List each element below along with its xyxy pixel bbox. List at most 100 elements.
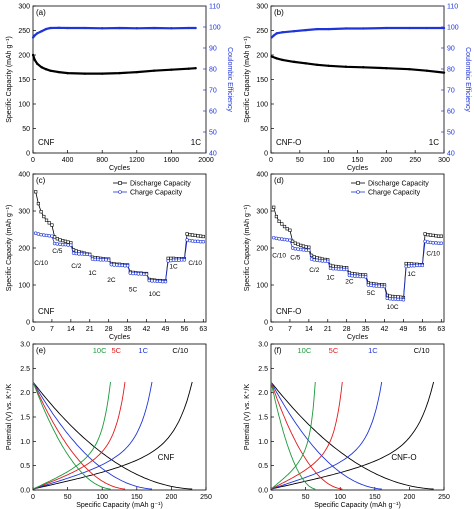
discharge-marker — [50, 223, 54, 227]
capacity-point — [315, 63, 319, 66]
y-tick-label: 3.0 — [20, 342, 30, 349]
rate-annotation: C/5 — [290, 254, 301, 261]
capacity-point — [442, 71, 446, 74]
y-tick-label: 100 — [18, 283, 30, 290]
y2-tick-label: 110 — [209, 4, 220, 11]
rate-annotation: 1C — [407, 271, 416, 278]
y-tick-label: 0 — [26, 320, 30, 327]
charge-marker — [98, 258, 103, 262]
x-tick-label: 28 — [105, 326, 113, 333]
y-tick-label: 200 — [256, 53, 268, 60]
x-tick-label: 0 — [31, 157, 35, 164]
panel-label: (c) — [36, 176, 46, 185]
capacity-point — [83, 72, 87, 75]
rate-label: 1C — [191, 138, 201, 147]
discharge-marker — [272, 205, 276, 209]
plot-frame — [32, 343, 207, 491]
charge-marker — [285, 238, 289, 242]
discharge-marker — [44, 218, 49, 222]
efficiency-point — [83, 26, 87, 30]
charge-marker — [436, 241, 441, 245]
charge-marker — [377, 284, 381, 288]
charge-marker — [169, 258, 173, 263]
charge-marker — [125, 264, 130, 268]
x-tick-label: 56 — [418, 326, 426, 333]
rate-curve-label: 1C — [138, 346, 148, 355]
efficiency-point — [327, 27, 330, 31]
capacity-point — [425, 69, 428, 72]
charge-marker — [390, 297, 395, 301]
y-tick-label: 1.0 — [20, 439, 30, 446]
y2-tick-label: 80 — [447, 67, 455, 74]
sample-label: CNF-O — [391, 453, 416, 462]
x-tick-label: 21 — [324, 326, 332, 333]
y-axis-label: Potential (V) vs. K⁺/K — [6, 384, 13, 451]
charge-marker — [163, 279, 168, 284]
y2-tick-label: 100 — [447, 25, 459, 32]
discharge-marker — [196, 234, 200, 238]
charge-marker — [82, 252, 87, 256]
efficiency-point — [304, 28, 307, 32]
y2-tick-label: 70 — [447, 88, 455, 95]
capacity-point — [118, 71, 121, 75]
x-tick-label: 1600 — [164, 157, 180, 164]
charge-marker — [61, 242, 65, 247]
capacity-point — [187, 67, 190, 70]
y2-tick-label: 100 — [209, 25, 221, 32]
charge-marker — [147, 278, 151, 283]
legend-marker — [118, 190, 122, 194]
charge-marker — [85, 252, 89, 256]
discharge-marker — [47, 221, 51, 225]
charge-marker — [136, 272, 141, 276]
x-tick-label: 100 — [323, 157, 335, 164]
charge-marker — [74, 251, 78, 256]
discharge-line — [35, 191, 204, 282]
rate-annotation: C/10 — [188, 260, 202, 267]
charge-marker — [93, 257, 97, 262]
efficiency-point — [101, 27, 104, 30]
y-tick-label: 0 — [264, 320, 268, 327]
efficiency-point — [66, 26, 69, 30]
discharge-marker — [285, 227, 289, 231]
x-tick-label: 21 — [86, 326, 94, 333]
y-tick-label: 250 — [18, 28, 30, 35]
charge-marker — [417, 263, 422, 268]
y-tick-label: 400 — [18, 172, 30, 179]
discharge-marker — [280, 222, 284, 226]
capacity-point — [304, 62, 307, 65]
charge-marker — [88, 252, 92, 257]
discharge-marker — [66, 240, 70, 244]
y2-tick-label: 90 — [447, 46, 455, 53]
charge-marker — [106, 258, 111, 262]
capacity-point — [44, 68, 48, 71]
y-tick-label: 250 — [256, 28, 268, 35]
efficiency-point — [187, 26, 190, 30]
y2-tick-label: 50 — [447, 130, 455, 137]
charge-marker — [188, 238, 192, 243]
y-tick-label: 0.0 — [258, 488, 268, 495]
x-tick-label: 50 — [302, 494, 310, 501]
charge-marker — [412, 264, 416, 268]
efficiency-point — [270, 36, 273, 39]
charge-curve — [270, 381, 435, 490]
x-axis-label: Specific Capacity (mAh g⁻¹) — [76, 502, 163, 509]
charge-marker — [55, 242, 60, 246]
efficiency-point — [425, 26, 428, 30]
charge-marker — [198, 240, 203, 244]
x-tick-label: 0 — [31, 494, 35, 501]
discharge-marker — [193, 233, 197, 238]
efficiency-point — [44, 27, 48, 31]
y-tick-label: 1.5 — [20, 415, 30, 422]
charge-marker — [282, 237, 287, 242]
charge-marker — [301, 248, 306, 252]
charge-marker — [182, 258, 187, 262]
charge-marker — [190, 239, 195, 243]
x-tick-label: 42 — [143, 326, 151, 333]
y2-tick-label: 40 — [209, 151, 217, 158]
charge-marker — [342, 267, 346, 272]
capacity-point — [275, 57, 278, 60]
charge-marker — [117, 263, 122, 268]
discharge-marker — [439, 234, 443, 238]
charge-marker — [196, 239, 200, 244]
charge-curve — [32, 381, 111, 490]
